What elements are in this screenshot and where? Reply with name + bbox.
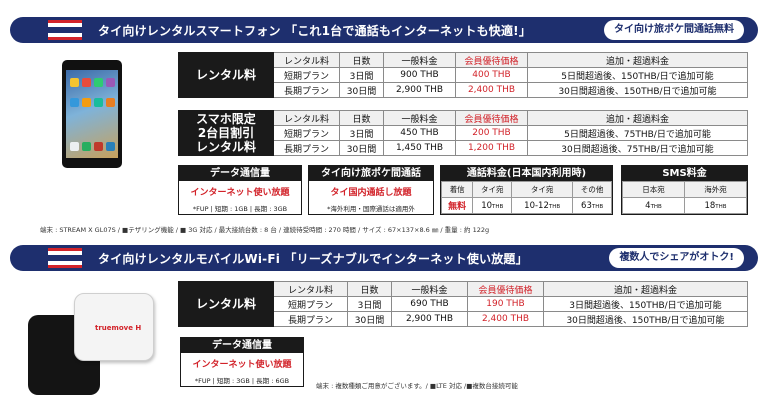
col-header: 一般料金 <box>383 110 456 126</box>
data-box-title: データ通信量 <box>179 166 301 181</box>
data-box-note: *FUP | 短期 : 3GB | 長期 : 6GB <box>194 377 290 385</box>
wifi-rental-fee-table: レンタル料 レンタル料 日数 一般料金 会員優待価格 追加・超過料金 短期プラン… <box>178 281 748 327</box>
col-header: 会員優待価格 <box>467 281 544 297</box>
col-header: 追加・超過料金 <box>527 110 748 126</box>
wifi-data-allowance-box: データ通信量 インターネット使い放題 *FUP | 短期 : 3GB | 長期 … <box>180 337 304 387</box>
col-header: 日数 <box>339 52 384 68</box>
call-box-highlight: タイ国内通話し放題 <box>330 188 412 198</box>
table-row: 長期プラン 30日間 2,900 THB 2,400 THB 30日間超過後、150T… <box>179 311 748 327</box>
table-row: 長期プラン 30日間 1,450 THB 1,200 THB 30日間超過後、75TH… <box>179 140 748 156</box>
col-header: 会員優待価格 <box>455 110 528 126</box>
router-brand-logo: truemove H <box>95 324 142 332</box>
rental-fee-label: レンタル料 <box>178 52 274 98</box>
table-row: 短期プラン 3日間 900 THB 400 THB 5日間超過後、150THB/日で追… <box>179 67 748 83</box>
rental-fee-table: レンタル料 レンタル料 日数 一般料金 会員優待価格 追加・超過料金 短期プラン… <box>178 52 748 98</box>
col-header: 追加・超過料金 <box>543 281 748 297</box>
sms-title: SMS料金 <box>622 166 747 181</box>
col-header: 一般料金 <box>383 52 456 68</box>
free-call-badge: タイ向け旅ポケ間通話無料 <box>604 20 744 40</box>
data-box-highlight: インターネット使い放題 <box>190 188 290 198</box>
second-device-discount-table: スマホ限定 2台目割引 レンタル料 レンタル料 日数 一般料金 会員優待価格 追… <box>178 110 748 156</box>
col-header: レンタル料 <box>273 281 348 297</box>
wifi-spec-footnote: 端末 : 複数種類ご用意がございます。/ ■LTE 対応 /■複数台接続可能 <box>316 382 518 390</box>
col-header: 一般料金 <box>391 281 468 297</box>
thai-flag-icon <box>48 20 82 40</box>
smartphone-image <box>62 60 122 168</box>
data-box-highlight: インターネット使い放題 <box>192 360 292 370</box>
incoming-rate: 無料 <box>440 197 474 214</box>
wifi-rental-fee-label: レンタル料 <box>178 281 274 327</box>
data-allowance-box: データ通信量 インターネット使い放題 *FUP | 短期 : 1GB | 長期 … <box>178 165 302 215</box>
wifi-section-title: タイ向けレンタルモバイルWi-Fi 「リーズナブルでインターネット使い放題」 <box>98 251 528 266</box>
smartphone-section-title: タイ向けレンタルスマートフォン 「これ1台で通話もインターネットも快適!」 <box>98 23 532 38</box>
share-badge: 複数人でシェアがオトク! <box>609 248 744 268</box>
smartphone-header-banner: タイ向けレンタルスマートフォン 「これ1台で通話もインターネットも快適!」 タイ… <box>10 17 758 43</box>
data-box-note: *FUP | 短期 : 1GB | 長期 : 3GB <box>192 205 288 213</box>
col-header: レンタル料 <box>273 110 340 126</box>
col-header: 追加・超過料金 <box>527 52 748 68</box>
call-box-note: *海外利用・国際通話は適用外 <box>327 205 415 213</box>
call-rates-title: 通話料金(日本国内利用時) <box>441 166 612 181</box>
col-header: 日数 <box>339 110 384 126</box>
table-row: 長期プラン 30日間 2,900 THB 2,400 THB 30日間超過後、150T… <box>179 82 748 98</box>
col-header: レンタル料 <box>273 52 340 68</box>
thai-flag-icon <box>48 248 82 268</box>
discount-label: スマホ限定 2台目割引 レンタル料 <box>178 110 274 156</box>
wifi-router-image: truemove H <box>74 293 154 361</box>
wifi-header-banner: タイ向けレンタルモバイルWi-Fi 「リーズナブルでインターネット使い放題」 複… <box>10 245 758 271</box>
smartphone-spec-footnote: 端末 : STREAM X GL07S / ■テザリング機能 / ■ 3G 対応… <box>40 226 490 234</box>
data-box-title: データ通信量 <box>181 338 303 353</box>
sms-rates-box: SMS料金 日本宛 海外宛 4THB 18THB <box>621 165 748 215</box>
call-rates-box: 通話料金(日本国内利用時) 着信 タイ宛 タイ宛 その他 無料 10THB 10-1… <box>440 165 613 215</box>
call-box-title: タイ向け旅ポケ間通話 <box>309 166 433 181</box>
pocket-call-box: タイ向け旅ポケ間通話 タイ国内通話し放題 *海外利用・国際通話は適用外 <box>308 165 434 215</box>
col-header: 会員優待価格 <box>455 52 528 68</box>
col-header: 日数 <box>347 281 392 297</box>
